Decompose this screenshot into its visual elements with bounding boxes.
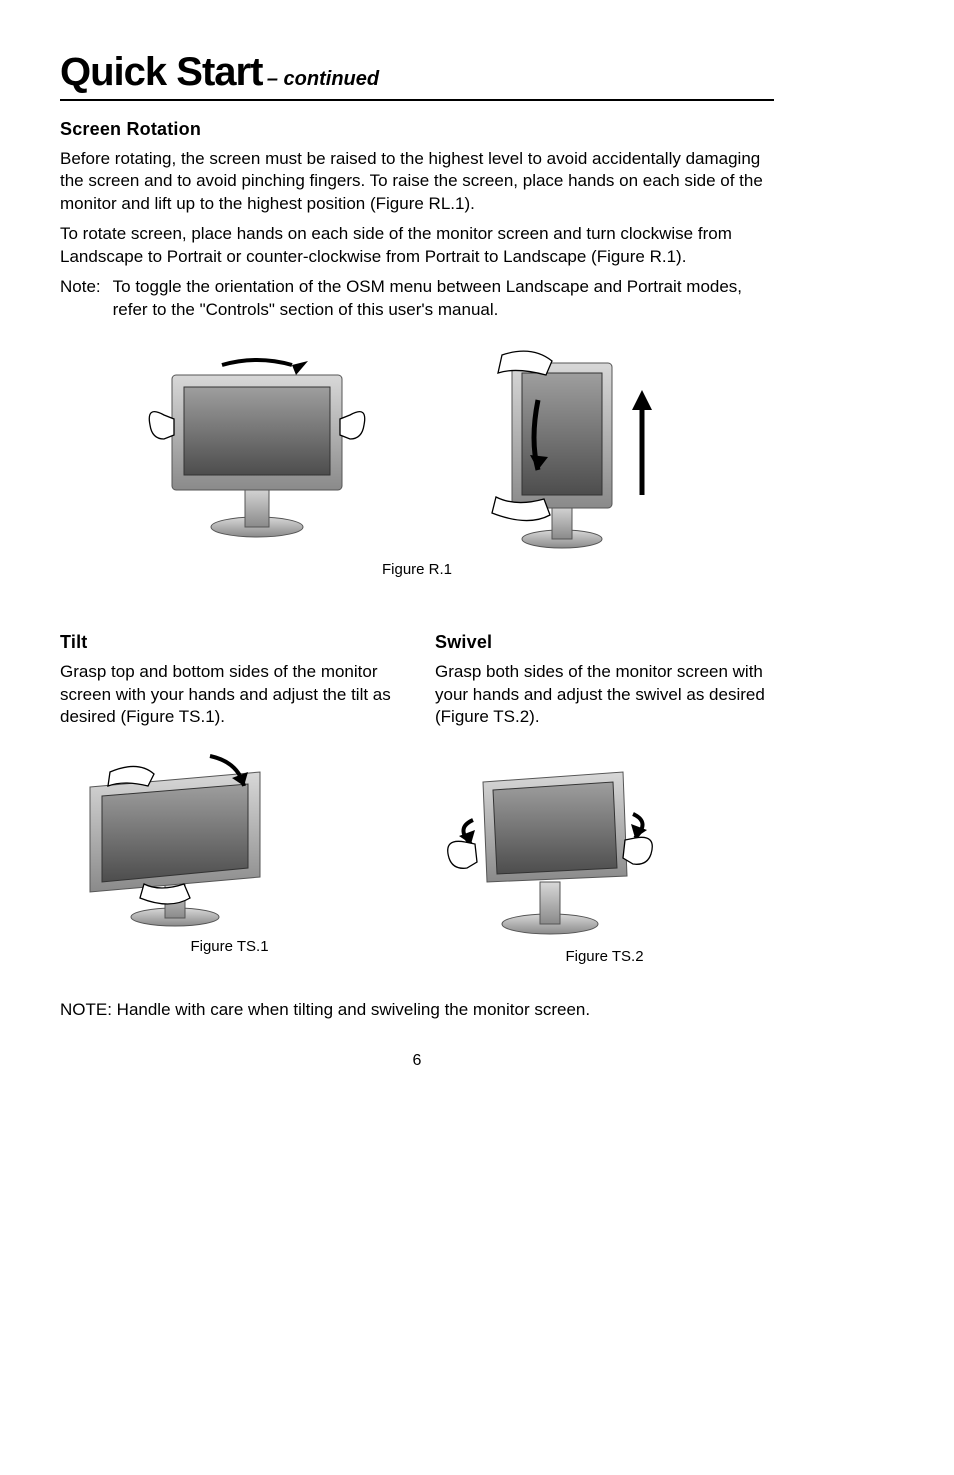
- heading-tilt: Tilt: [60, 632, 399, 653]
- rotation-para-1: Before rotating, the screen must be rais…: [60, 148, 774, 215]
- figure-r1-landscape-icon: [142, 345, 372, 545]
- figure-ts1-icon: [60, 742, 290, 932]
- figure-ts1-caption: Figure TS.1: [60, 938, 399, 955]
- figure-r1-portrait-icon: [432, 345, 692, 555]
- page-title: Quick Start – continued: [60, 50, 774, 101]
- figure-ts2-caption: Figure TS.2: [435, 948, 774, 965]
- figure-r1-row: [60, 345, 774, 555]
- heading-swivel: Swivel: [435, 632, 774, 653]
- rotation-note-text: To toggle the orientation of the OSM men…: [113, 276, 774, 321]
- rotation-note: Note: To toggle the orientation of the O…: [60, 276, 774, 321]
- page-number: 6: [60, 1052, 774, 1070]
- tilt-column: Tilt Grasp top and bottom sides of the m…: [60, 618, 399, 965]
- swivel-para: Grasp both sides of the monitor screen w…: [435, 661, 774, 728]
- figure-r1-caption: Figure R.1: [60, 561, 774, 578]
- figure-ts2-icon: [435, 742, 665, 942]
- title-sub: – continued: [267, 68, 379, 90]
- swivel-column: Swivel Grasp both sides of the monitor s…: [435, 618, 774, 965]
- footer-note: NOTE: Handle with care when tilting and …: [60, 999, 774, 1021]
- heading-screen-rotation: Screen Rotation: [60, 119, 774, 140]
- rotation-note-label: Note:: [60, 276, 113, 321]
- tilt-para: Grasp top and bottom sides of the monito…: [60, 661, 399, 728]
- title-main: Quick Start: [60, 50, 262, 94]
- rotation-para-2: To rotate screen, place hands on each si…: [60, 223, 774, 268]
- tilt-swivel-row: Tilt Grasp top and bottom sides of the m…: [60, 618, 774, 965]
